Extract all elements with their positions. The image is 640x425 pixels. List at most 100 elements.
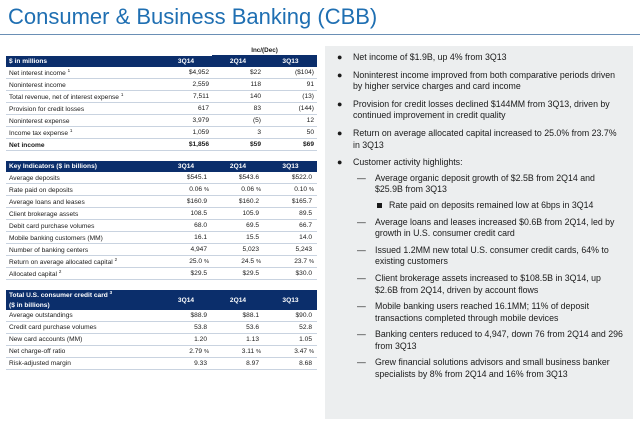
row-label: Rate paid on deposits (6, 183, 160, 196)
dash-icon: — (357, 301, 366, 312)
list-item: — Average organic deposit growth of $2.5B… (353, 173, 625, 212)
table-header-label: Key Indicators ($ in billions) (6, 161, 160, 172)
income-statement-table: Inc/(Dec) $ in millions 3Q14 2Q14 3Q13 N… (6, 46, 317, 151)
row-value: 66.7 (264, 219, 317, 232)
row-value: 118 (212, 78, 264, 91)
table-row: Average outstandings $88.9 $88.1 $90.0 (6, 310, 317, 322)
row-value: $59 (212, 138, 264, 151)
row-label: Net charge-off ratio (6, 345, 160, 358)
row-value: 108.5 (160, 207, 212, 220)
sub-list: Rate paid on deposits remained low at 6b… (375, 200, 625, 212)
table1-body: Net interest income 1 $4,952 $22 ($104) Noni… (6, 67, 317, 151)
row-label: Average loans and leases (6, 195, 160, 208)
dash-icon: — (357, 357, 366, 368)
customer-activity-list: — Average organic deposit growth of $2.5B… (353, 173, 625, 381)
row-value: 89.5 (264, 207, 317, 220)
table-row: Average loans and leases $160.9 $160.2 $16… (6, 195, 317, 208)
table-row: Client brokerage assets 108.5 105.9 89.5 (6, 207, 317, 220)
row-value: 50 (264, 126, 317, 139)
col-2q14: 2Q14 (212, 55, 264, 67)
row-label: Allocated capital 2 (6, 267, 160, 280)
table-row: New card accounts (MM) 1.20 1.13 1.05 (6, 333, 317, 346)
table-row: Net interest income 1 $4,952 $22 ($104) (6, 67, 317, 79)
row-value: 5,023 (212, 243, 264, 256)
list-item: — Issued 1.2MM new total U.S. consumer cr… (357, 244, 609, 267)
table-row: Average deposits $545.1 $543.6 $522.0 (6, 172, 317, 184)
table-row: Income tax expense 1 1,059 3 50 (6, 126, 317, 139)
col-3q14: 3Q14 (160, 161, 212, 172)
row-label: Net interest income 1 (6, 67, 160, 79)
table-header-sublabel: ($ in billions) (6, 300, 160, 310)
row-label: Total revenue, net of interest expense 1 (6, 90, 160, 103)
bullet-icon: ● (337, 52, 343, 62)
table-header-label: Total U.S. consumer credit card 3 (6, 290, 160, 300)
square-bullet-icon (377, 202, 382, 208)
table-row: Credit card purchase volumes 53.8 53.6 52.8 (6, 321, 317, 334)
row-value: 16.1 (160, 231, 212, 244)
row-label: Noninterest expense (6, 114, 160, 127)
row-value: 140 (212, 90, 264, 103)
row-value: 9.33 (160, 357, 212, 370)
row-value: 3.47% (264, 345, 317, 358)
list-item: ● Net income of $1.9B, up 4% from 3Q13 (337, 52, 507, 62)
row-value: $88.9 (160, 310, 212, 322)
row-value: 69.5 (212, 219, 264, 232)
row-label: Net income (6, 138, 160, 151)
row-label: Debit card purchase volumes (6, 219, 160, 232)
list-item: — Client brokerage assets increased to $1… (357, 272, 601, 295)
row-value: $90.0 (264, 310, 317, 322)
row-value: $160.9 (160, 195, 212, 208)
commentary-panel: ● Net income of $1.9B, up 4% from 3Q13 ● N… (325, 46, 633, 419)
credit-card-table: Total U.S. consumer credit card 3 3Q14 2… (6, 290, 317, 370)
col-3q13: 3Q13 (264, 55, 317, 67)
table-row: Noninterest income 2,559 118 91 (6, 78, 317, 91)
col-3q14: 3Q14 (160, 290, 212, 310)
commentary-list: ● Net income of $1.9B, up 4% from 3Q13 ● N… (325, 46, 633, 381)
row-value: 5,243 (264, 243, 317, 256)
row-value: 12 (264, 114, 317, 127)
bullet-icon: ● (337, 98, 343, 109)
table-row: Rate paid on deposits 0.06% 0.06% 0.10% (6, 183, 317, 196)
list-item: ● Customer activity highlights: — Average … (335, 157, 625, 381)
list-item: — Mobile banking users reached 16.1MM; 11… (357, 301, 590, 323)
row-value: 7,511 (160, 90, 212, 103)
col-3q13: 3Q13 (264, 290, 317, 310)
row-value: 53.8 (160, 321, 212, 334)
inc-dec-header: Inc/(Dec) (212, 46, 317, 56)
row-value: $160.2 (212, 195, 264, 208)
table-row: Total revenue, net of interest expense 1… (6, 90, 317, 103)
table-row: Net charge-off ratio 2.79% 3.11% 3.47% (6, 345, 317, 358)
table-row: Provision for credit losses 617 83 (144) (6, 102, 317, 115)
col-2q14: 2Q14 (212, 290, 264, 310)
row-label: Return on average allocated capital 2 (6, 255, 160, 268)
list-item: — Banking centers reduced to 4,947, down … (357, 329, 623, 351)
row-label: Noninterest income (6, 78, 160, 91)
table-row: Number of banking centers 4,947 5,023 5,24… (6, 243, 317, 256)
row-label: Average outstandings (6, 310, 160, 322)
title-underline (0, 34, 640, 35)
row-label: Number of banking centers (6, 243, 160, 256)
row-value: 24.5% (212, 255, 264, 268)
row-value: $69 (264, 138, 317, 151)
row-value: 617 (160, 102, 212, 115)
table-row: Debit card purchase volumes 68.0 69.5 66.7 (6, 219, 317, 232)
row-label: Average deposits (6, 172, 160, 184)
row-value: 0.06% (160, 183, 212, 196)
row-value: 53.6 (212, 321, 264, 334)
list-item: — Grew financial solutions advisors and s… (357, 357, 610, 380)
row-label: Client brokerage assets (6, 207, 160, 220)
col-3q14: 3Q14 (160, 55, 212, 67)
dash-icon: — (357, 272, 366, 283)
table-header-label: $ in millions (6, 55, 160, 67)
row-value: 105.9 (212, 207, 264, 220)
row-value: 68.0 (160, 219, 212, 232)
row-value: 1.20 (160, 333, 212, 346)
table2-body: Average deposits $545.1 $543.6 $522.0 Rate … (6, 172, 317, 280)
dash-icon: — (357, 329, 366, 340)
row-label: Income tax expense 1 (6, 126, 160, 139)
row-value: $29.5 (212, 267, 264, 280)
list-item: Rate paid on deposits remained low at 6b… (375, 200, 625, 212)
row-value: $22 (212, 67, 264, 79)
row-value: 23.7% (264, 255, 317, 268)
row-value: 25.0% (160, 255, 212, 268)
